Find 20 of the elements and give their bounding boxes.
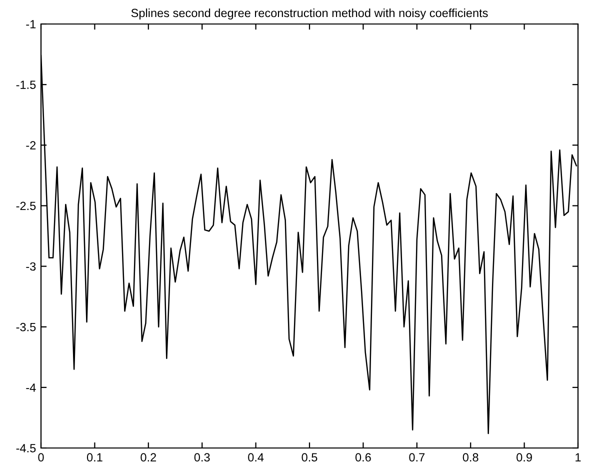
y-tick-label: -2: [26, 141, 36, 150]
x-tick-label: 1: [576, 453, 581, 462]
chart-title: Splines second degree reconstruction method with noisy coefficients: [131, 8, 488, 20]
y-tick-label: -4: [26, 384, 36, 392]
x-tick-label: 0.7: [409, 453, 425, 462]
x-tick-label: 0.2: [140, 453, 156, 462]
x-tick-label: 0: [38, 453, 44, 462]
x-tick-label: 0.1: [86, 453, 102, 462]
x-tick-label: 0.9: [516, 453, 532, 462]
y-tick-label: -3: [26, 262, 36, 271]
y-tick-label: -1: [26, 20, 36, 28]
x-tick-label: 0.4: [248, 453, 264, 462]
y-tick-label: -2.5: [16, 202, 36, 210]
x-tick-label: 0.6: [355, 453, 371, 462]
y-tick-label: -1.5: [16, 80, 36, 89]
x-tick-label: 0.3: [194, 453, 210, 462]
x-tick-label: 0.8: [462, 453, 478, 462]
y-tick-label: -3.5: [16, 322, 36, 332]
y-tick-label: -4.5: [16, 444, 36, 452]
x-tick-label: 0.5: [302, 453, 318, 462]
